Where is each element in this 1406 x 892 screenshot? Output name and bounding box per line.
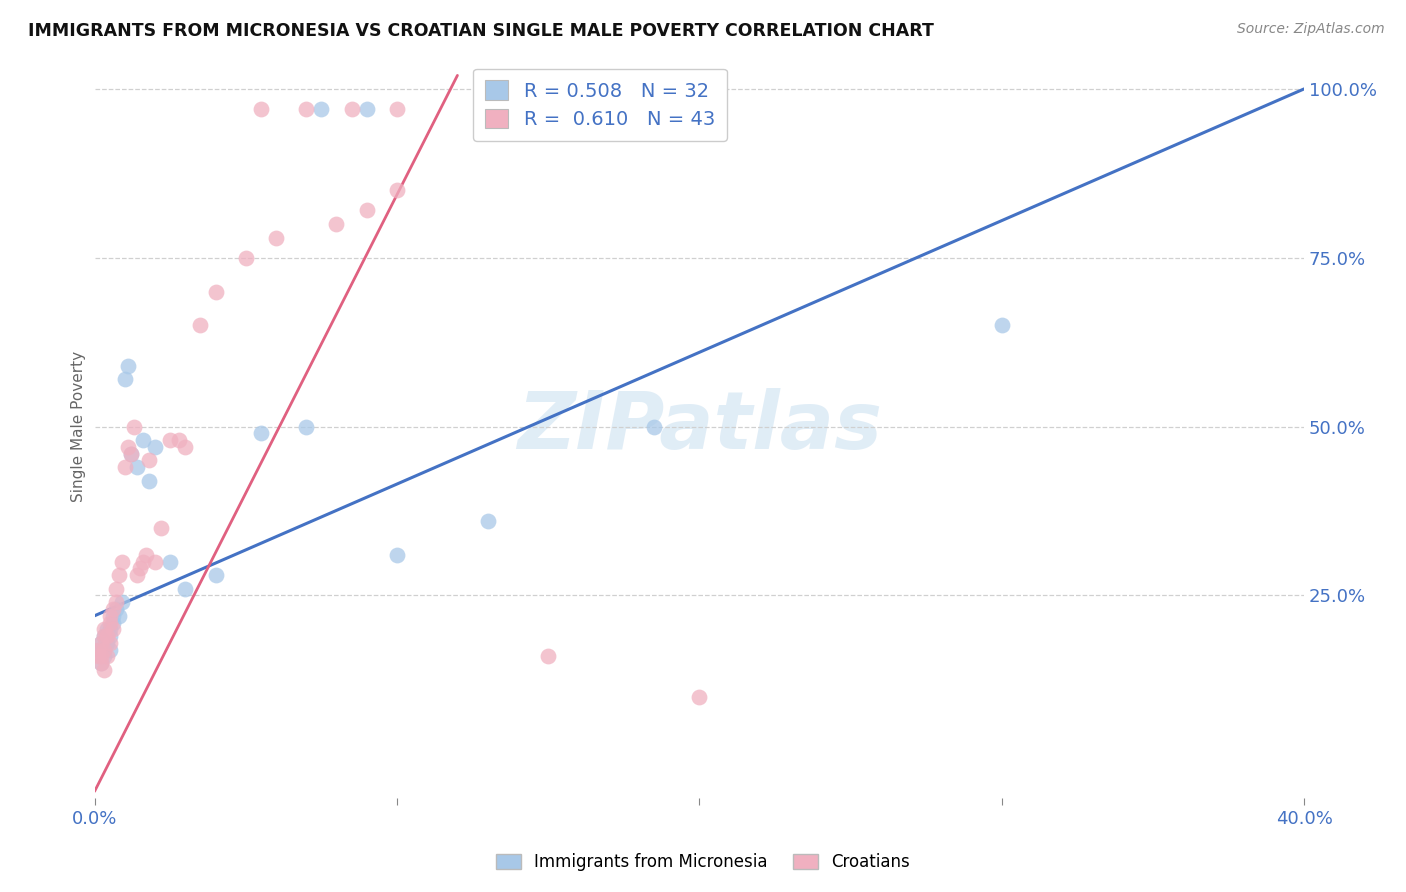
Point — [125, 568, 148, 582]
Point — [93, 629, 115, 643]
Point — [537, 649, 560, 664]
Point — [385, 102, 408, 116]
Point — [98, 608, 121, 623]
Point — [120, 447, 142, 461]
Point — [111, 595, 134, 609]
Point — [98, 629, 121, 643]
Point — [90, 656, 112, 670]
Point — [93, 642, 115, 657]
Point — [356, 102, 378, 116]
Point — [143, 555, 166, 569]
Point — [204, 285, 226, 299]
Point — [174, 440, 197, 454]
Point — [385, 548, 408, 562]
Point — [96, 636, 118, 650]
Point — [104, 602, 127, 616]
Point — [104, 582, 127, 596]
Point — [264, 230, 287, 244]
Point — [135, 548, 157, 562]
Point — [93, 622, 115, 636]
Point — [111, 555, 134, 569]
Point — [107, 608, 129, 623]
Point — [159, 555, 181, 569]
Point — [159, 433, 181, 447]
Point — [138, 453, 160, 467]
Point — [98, 636, 121, 650]
Point — [90, 636, 112, 650]
Point — [93, 629, 115, 643]
Point — [325, 217, 347, 231]
Point — [250, 426, 273, 441]
Point — [114, 460, 136, 475]
Point — [385, 183, 408, 197]
Y-axis label: Single Male Poverty: Single Male Poverty — [72, 351, 86, 502]
Point — [96, 629, 118, 643]
Legend: R = 0.508   N = 32, R =  0.610   N = 43: R = 0.508 N = 32, R = 0.610 N = 43 — [474, 69, 727, 141]
Text: Source: ZipAtlas.com: Source: ZipAtlas.com — [1237, 22, 1385, 37]
Point — [90, 656, 112, 670]
Point — [643, 419, 665, 434]
Point — [96, 622, 118, 636]
Point — [356, 203, 378, 218]
Point — [138, 474, 160, 488]
Point — [93, 649, 115, 664]
Point — [204, 568, 226, 582]
Point — [122, 419, 145, 434]
Point — [132, 433, 155, 447]
Point — [104, 595, 127, 609]
Text: IMMIGRANTS FROM MICRONESIA VS CROATIAN SINGLE MALE POVERTY CORRELATION CHART: IMMIGRANTS FROM MICRONESIA VS CROATIAN S… — [28, 22, 934, 40]
Point — [101, 622, 124, 636]
Legend: Immigrants from Micronesia, Croatians: Immigrants from Micronesia, Croatians — [488, 845, 918, 880]
Point — [86, 642, 108, 657]
Point — [107, 568, 129, 582]
Point — [98, 622, 121, 636]
Point — [150, 521, 173, 535]
Point — [295, 419, 318, 434]
Point — [129, 561, 152, 575]
Point — [688, 690, 710, 704]
Point — [101, 615, 124, 630]
Point — [132, 555, 155, 569]
Point — [990, 318, 1012, 333]
Point — [340, 102, 363, 116]
Point — [477, 514, 499, 528]
Point — [90, 636, 112, 650]
Point — [86, 642, 108, 657]
Point — [98, 642, 121, 657]
Point — [250, 102, 273, 116]
Point — [311, 102, 333, 116]
Point — [98, 615, 121, 630]
Point — [96, 649, 118, 664]
Point — [167, 433, 190, 447]
Point — [143, 440, 166, 454]
Text: ZIPatlas: ZIPatlas — [517, 388, 882, 466]
Point — [101, 608, 124, 623]
Point — [93, 663, 115, 677]
Point — [120, 447, 142, 461]
Point — [190, 318, 212, 333]
Point — [86, 649, 108, 664]
Point — [117, 359, 139, 373]
Point — [295, 102, 318, 116]
Point — [174, 582, 197, 596]
Point — [93, 642, 115, 657]
Point — [90, 649, 112, 664]
Point — [125, 460, 148, 475]
Point — [114, 372, 136, 386]
Point — [101, 602, 124, 616]
Point — [235, 251, 257, 265]
Point — [117, 440, 139, 454]
